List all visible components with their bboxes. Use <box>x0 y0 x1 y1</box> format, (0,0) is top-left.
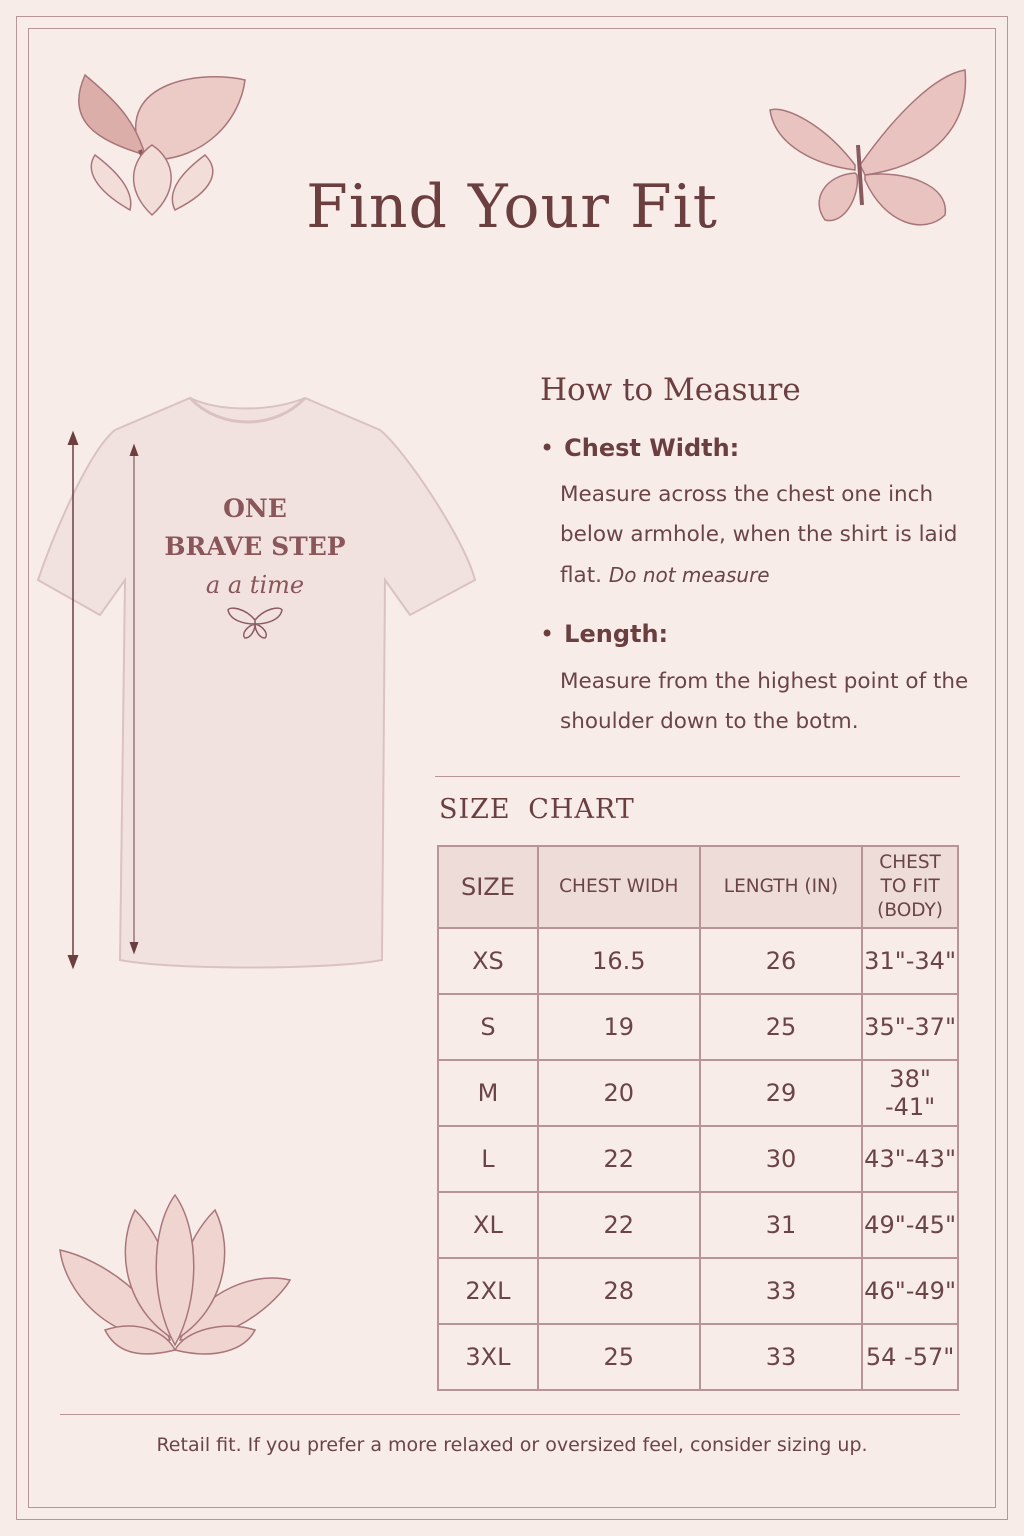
table-row: L 22 30 43"-43" <box>437 1125 959 1193</box>
length-instructions: Measure from the highest point of the sh… <box>560 669 969 734</box>
section-divider <box>435 776 960 777</box>
size-chart-heading: SIZE CHART <box>439 794 635 825</box>
chest-width-cell: 25 <box>536 1323 701 1391</box>
size-chart-table: SIZE CHEST WIDH LENGTH (IN) CHEST TO FIT… <box>437 845 959 1391</box>
how-to-measure-heading: How to Measure <box>540 372 801 408</box>
length-cell: 26 <box>698 927 864 995</box>
table-row: 3XL 25 33 54 -57" <box>437 1323 959 1391</box>
table-row: S 19 25 35"-37" <box>437 993 959 1061</box>
outer-border <box>16 16 1008 1520</box>
chest-to-fit-cell: 49"-45" <box>861 1191 959 1259</box>
footer-divider <box>60 1414 960 1415</box>
butterfly-lotus-illustration <box>78 73 246 217</box>
size-cell: L <box>437 1125 539 1193</box>
column-header-chest-width: CHEST WIDH <box>536 845 701 929</box>
shirt-butterfly-icon <box>227 607 283 639</box>
table-row: 2XL 28 33 46"-49" <box>437 1257 959 1325</box>
size-cell: 3XL <box>437 1323 539 1391</box>
length-label: Length: <box>540 620 668 648</box>
chest-width-cell: 16.5 <box>536 927 701 995</box>
butterfly-illustration <box>769 69 967 226</box>
size-cell: S <box>437 993 539 1061</box>
table-row: XL 22 31 49"-45" <box>437 1191 959 1259</box>
chest-to-fit-cell: 35"-37" <box>861 993 959 1061</box>
length-cell: 33 <box>698 1323 864 1391</box>
tshirt-illustration <box>36 396 477 970</box>
chest-width-cell: 19 <box>536 993 701 1061</box>
chest-width-label: Chest Width: <box>540 434 739 462</box>
length-cell: 25 <box>698 993 864 1061</box>
shirt-print-line1: ONE <box>223 494 287 523</box>
chest-to-fit-cell: 31"-34" <box>861 927 959 995</box>
chest-width-note: Do not measure <box>608 563 770 587</box>
table-header-row: SIZE CHEST WIDH LENGTH (IN) CHEST TO FIT… <box>437 845 959 929</box>
column-header-length: LENGTH (IN) <box>698 845 864 929</box>
chest-width-instructions: Measure across the chest one inch below … <box>560 475 980 596</box>
chest-width-text: Measure across the chest one inch below … <box>560 482 958 588</box>
chest-width-cell: 20 <box>536 1059 701 1127</box>
chest-width-cell: 22 <box>536 1125 701 1193</box>
lotus-illustration <box>59 1193 292 1355</box>
column-header-size: SIZE <box>437 845 539 929</box>
length-cell: 30 <box>698 1125 864 1193</box>
length-cell: 33 <box>698 1257 864 1325</box>
chest-to-fit-cell: 38" -41" <box>861 1059 959 1127</box>
length-cell: 31 <box>698 1191 864 1259</box>
table-row: M 20 29 38" -41" <box>437 1059 959 1127</box>
chest-width-cell: 22 <box>536 1191 701 1259</box>
chest-width-cell: 28 <box>536 1257 701 1325</box>
shirt-print-text: ONE BRAVE STEP a a time <box>130 490 380 604</box>
size-cell: XL <box>437 1191 539 1259</box>
footer-note: Retail fit. If you prefer a more relaxed… <box>156 1434 868 1456</box>
page-title: Find Your Fit <box>306 172 718 242</box>
shirt-print-line3: a a time <box>205 571 305 599</box>
size-cell: 2XL <box>437 1257 539 1325</box>
inner-border <box>28 28 996 1508</box>
chest-to-fit-cell: 54 -57" <box>861 1323 959 1391</box>
size-cell: M <box>437 1059 539 1127</box>
chest-to-fit-cell: 43"-43" <box>861 1125 959 1193</box>
shirt-print-line2: BRAVE STEP <box>164 532 346 561</box>
size-cell: XS <box>437 927 539 995</box>
column-header-chest-to-fit: CHEST TO FIT (BODY) <box>861 845 959 929</box>
chest-to-fit-cell: 46"-49" <box>861 1257 959 1325</box>
table-row: XS 16.5 26 31"-34" <box>437 927 959 995</box>
length-cell: 29 <box>698 1059 864 1127</box>
